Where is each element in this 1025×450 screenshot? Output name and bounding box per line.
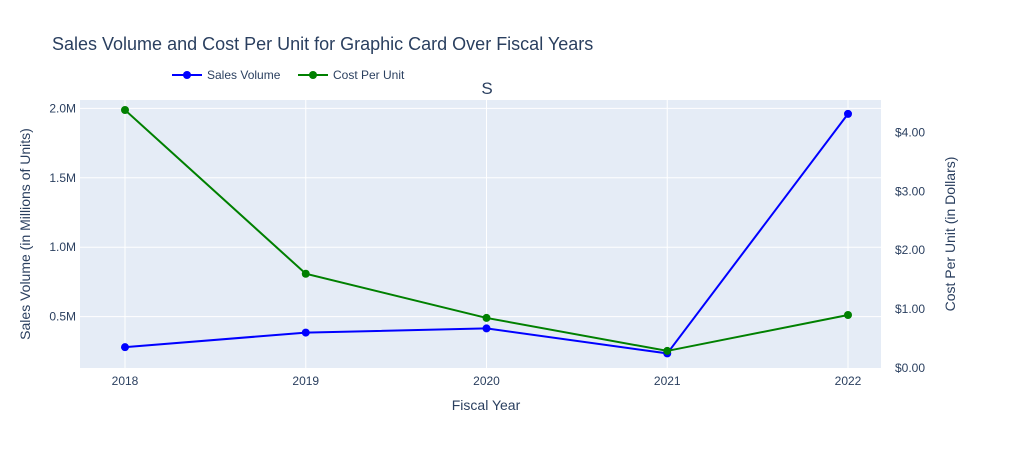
plot-area — [80, 100, 881, 368]
y-tick-label: 1.0M — [49, 240, 76, 254]
x-tick-label: 2018 — [112, 374, 139, 388]
data-point-cost-per-unit[interactable] — [121, 106, 129, 115]
y-tick-label: 1.5M — [49, 171, 76, 185]
data-point-sales-volume[interactable] — [121, 343, 129, 352]
data-point-sales-volume[interactable] — [301, 328, 310, 337]
data-point-cost-per-unit[interactable] — [482, 313, 491, 322]
y2-tick-label: $4.00 — [895, 125, 925, 139]
data-point-sales-volume[interactable] — [844, 109, 852, 118]
x-axis-label: Fiscal Year — [452, 397, 521, 413]
chart-subtitle: S — [481, 79, 492, 98]
data-point-cost-per-unit[interactable] — [301, 269, 310, 278]
series-points — [121, 106, 852, 358]
y-axis-label: Sales Volume (in Millions of Units) — [17, 128, 33, 340]
y2-axis-label: Cost Per Unit (in Dollars) — [942, 157, 958, 312]
y2-axis-ticks: $0.00 $1.00 $2.00 $3.00 $4.00 — [895, 125, 925, 375]
y-tick-label: 2.0M — [49, 101, 76, 115]
y2-tick-label: $3.00 — [895, 184, 925, 198]
x-tick-label: 2019 — [292, 374, 319, 388]
y2-tick-label: $2.00 — [895, 243, 925, 257]
y2-tick-label: $1.00 — [895, 302, 925, 316]
x-axis-ticks: 2018 2019 2020 2021 2022 — [112, 374, 862, 388]
y-tick-label: 0.5M — [49, 310, 76, 324]
legend-label-sales-volume: Sales Volume — [207, 68, 281, 82]
chart-title: Sales Volume and Cost Per Unit for Graph… — [52, 34, 593, 54]
legend-label-cost-per-unit: Cost Per Unit — [333, 68, 405, 82]
legend-item-sales-volume[interactable]: Sales Volume — [172, 68, 281, 82]
data-point-cost-per-unit[interactable] — [663, 346, 672, 355]
data-point-cost-per-unit[interactable] — [844, 310, 852, 319]
legend: Sales Volume Cost Per Unit — [172, 68, 405, 82]
x-tick-label: 2021 — [654, 374, 681, 388]
y-axis-ticks: 0.5M 1.0M 1.5M 2.0M — [49, 101, 76, 323]
y2-tick-label: $0.00 — [895, 361, 925, 375]
x-tick-label: 2022 — [835, 374, 862, 388]
legend-marker-cost-per-unit — [309, 71, 317, 79]
x-tick-label: 2020 — [473, 374, 500, 388]
legend-marker-sales-volume — [183, 71, 191, 79]
data-point-sales-volume[interactable] — [482, 324, 491, 333]
legend-item-cost-per-unit[interactable]: Cost Per Unit — [298, 68, 405, 82]
